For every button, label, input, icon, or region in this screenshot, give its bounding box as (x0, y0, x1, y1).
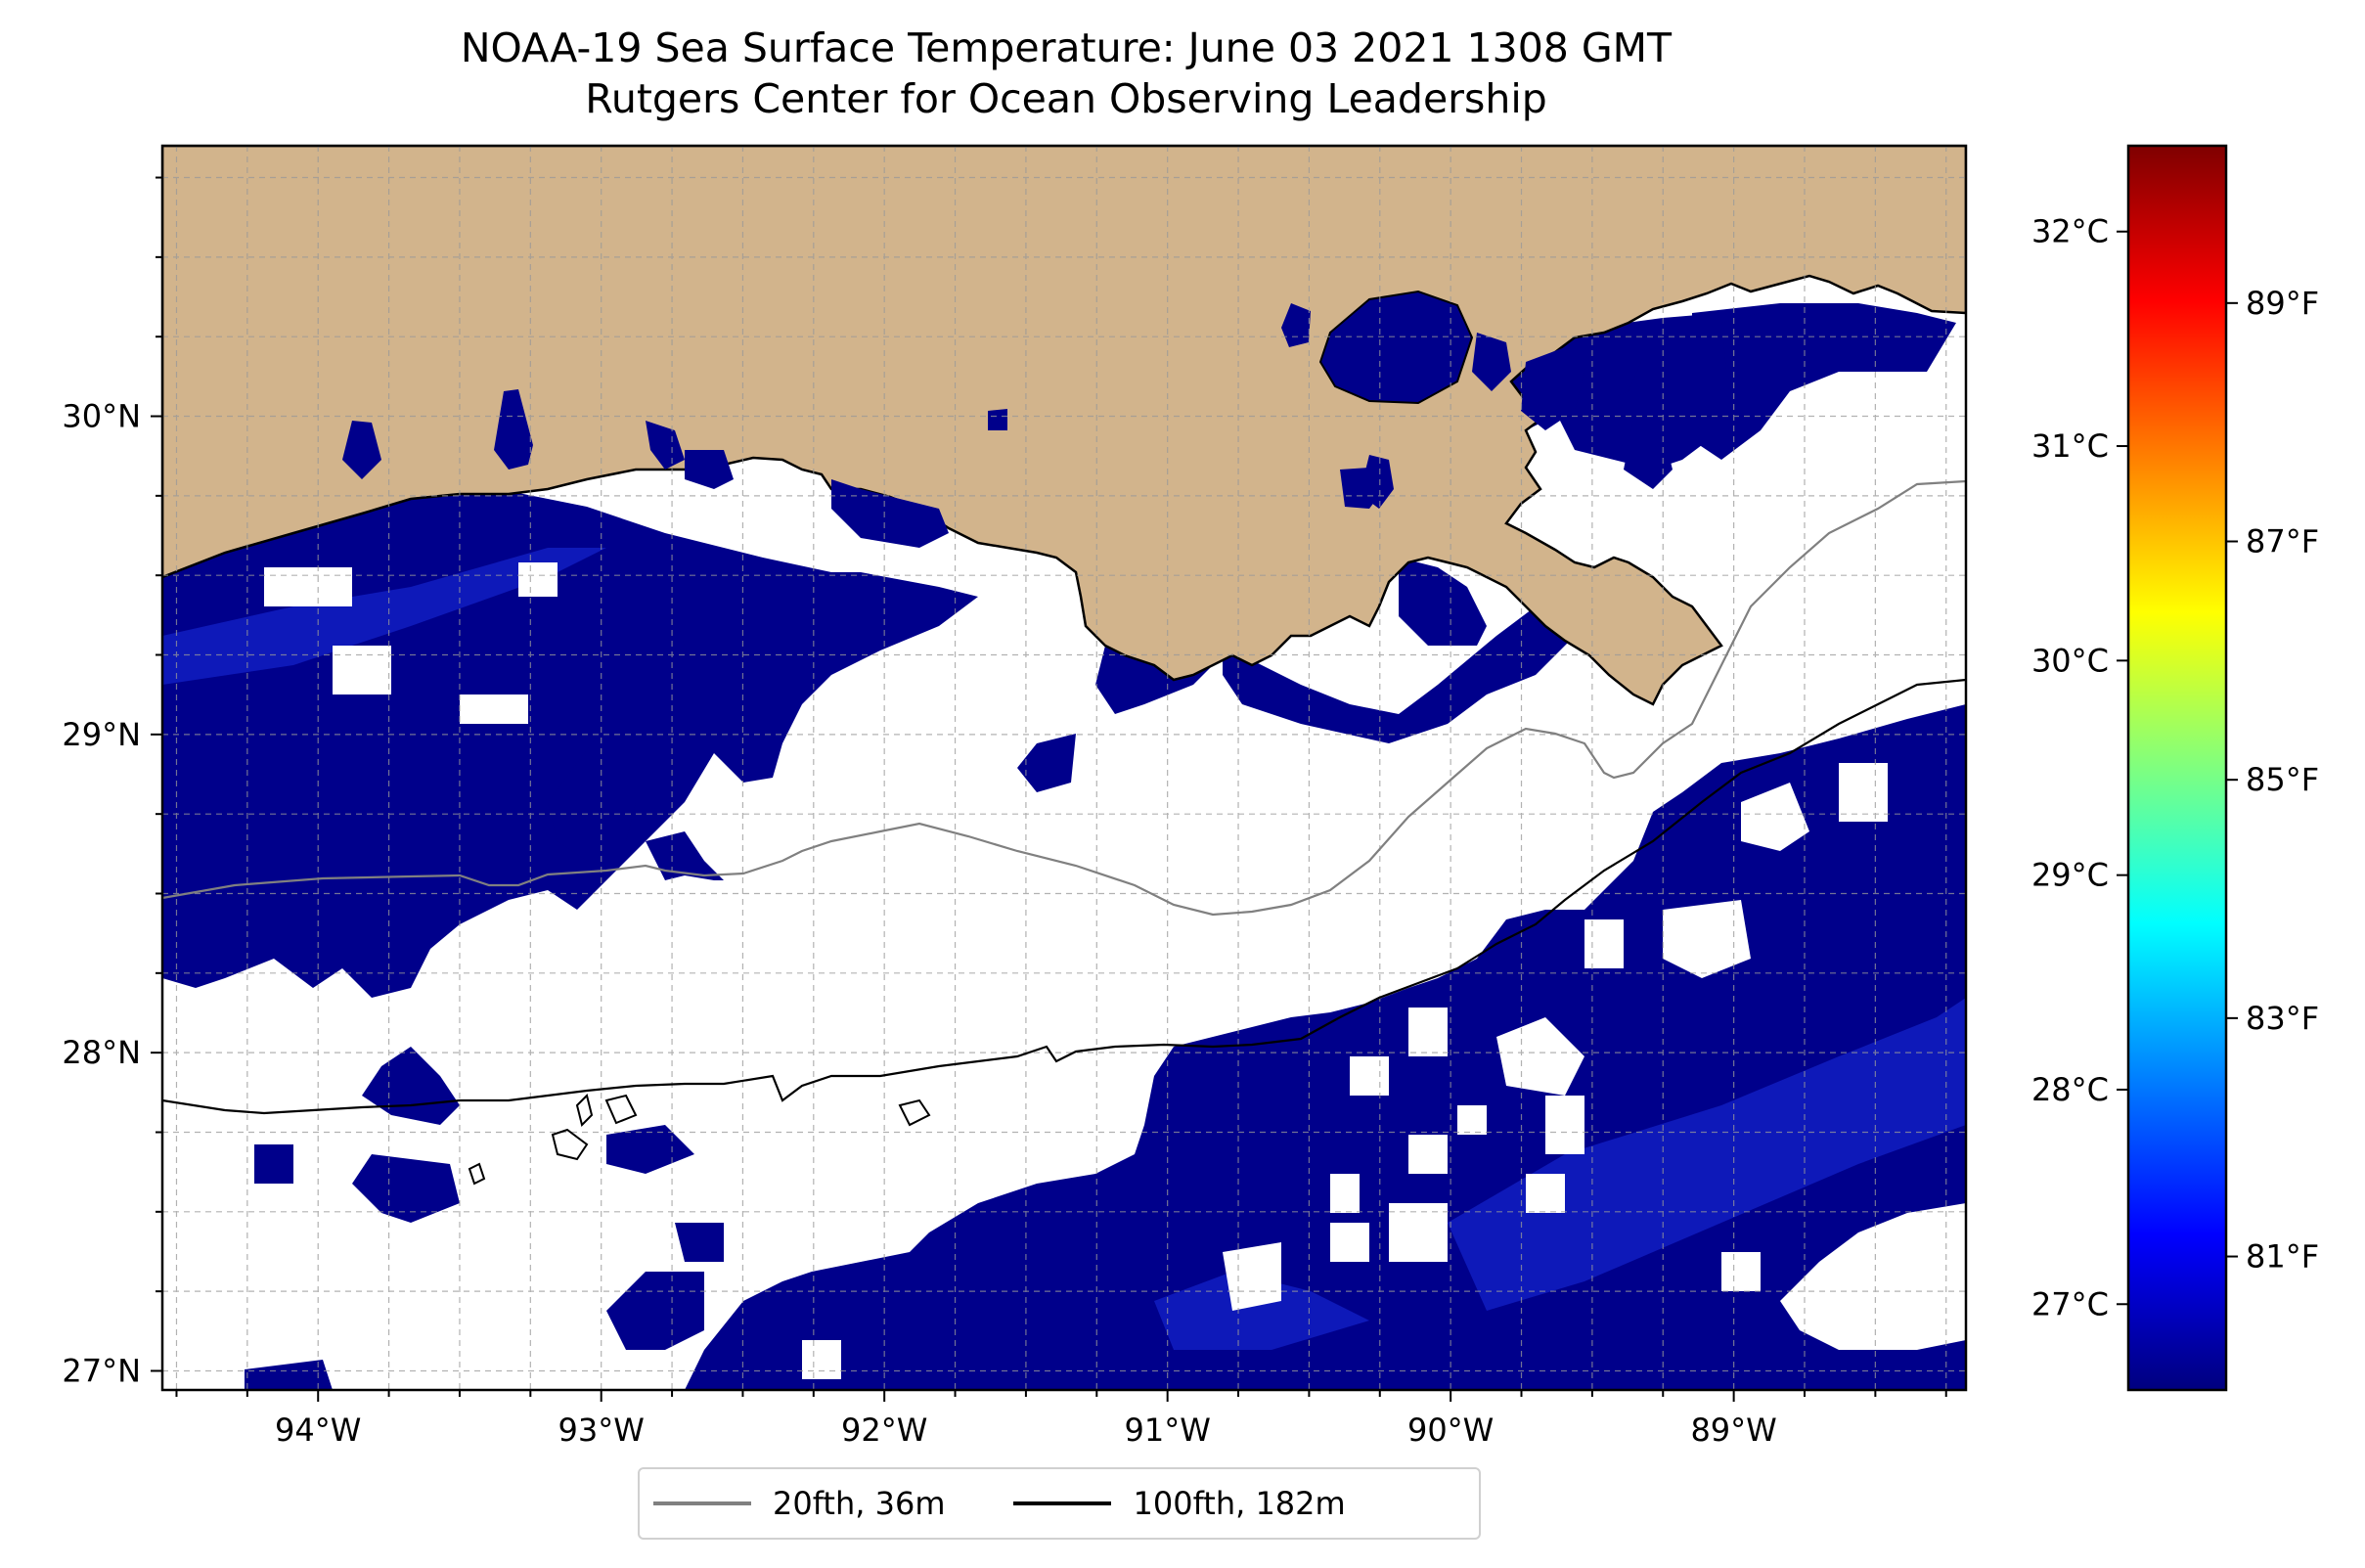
colorbar-fahrenheit-label: 87°F (2246, 523, 2319, 560)
colorbar-gradient (2126, 144, 2228, 1392)
inland-water-layer (342, 290, 1790, 548)
colorbar-celsius-label: 27°C (2031, 1285, 2109, 1322)
colorbar-celsius-label: 32°C (2031, 213, 2109, 250)
legend-item-100fth: 100fth, 182m (998, 1485, 1346, 1522)
colorbar-fahrenheit-axis: 81°F 83°F 85°F 87°F 89°F (2226, 285, 2319, 1276)
legend-item-20fth: 20fth, 36m (640, 1485, 945, 1522)
map-panel (162, 146, 1966, 1390)
colorbar-celsius-label: 29°C (2031, 857, 2109, 894)
map-frame (160, 144, 1968, 1392)
contour-20fth-line (162, 479, 1966, 917)
chart-title-line-2: Rutgers Center for Ocean Observing Leade… (585, 75, 1547, 122)
lon-tick-label: 90°W (1407, 1411, 1494, 1449)
legend: 20fth, 36m 100fth, 182m (638, 1467, 1481, 1540)
legend-swatch-100fth (1013, 1501, 1112, 1505)
chart-title-line-1: NOAA-19 Sea Surface Temperature: June 03… (460, 24, 1673, 71)
lat-tick-label: 27°N (62, 1352, 141, 1389)
lat-tick-label: 29°N (62, 716, 141, 753)
lat-tick-label: 28°N (62, 1034, 141, 1071)
lon-tick-label: 89°W (1690, 1411, 1776, 1449)
colorbar-celsius-label: 31°C (2031, 427, 2109, 465)
colorbar: 27°C 28°C 29°C 30°C 31°C 32°C 81°F 83°F 85°F 87°… (2031, 144, 2319, 1392)
lat-tick-label: 30°N (62, 398, 141, 435)
cloud-gaps-layer (264, 562, 1966, 1379)
colorbar-celsius-label: 30°C (2031, 642, 2109, 679)
colorbar-fahrenheit-label: 89°F (2246, 285, 2319, 322)
legend-label-20fth: 20fth, 36m (773, 1485, 946, 1522)
lon-tick-label: 91°W (1124, 1411, 1210, 1449)
colorbar-celsius-axis: 27°C 28°C 29°C 30°C 31°C 32°C (2031, 213, 2128, 1322)
colorbar-fahrenheit-label: 85°F (2246, 761, 2319, 798)
shoal-contours (468, 1094, 931, 1186)
contour-100fth-line (162, 678, 1966, 1115)
lon-tick-label: 92°W (841, 1411, 927, 1449)
map-gridlines (162, 146, 1966, 1390)
latitude-axis: 27°N 28°N 29°N 30°N (62, 176, 162, 1389)
lon-tick-label: 94°W (275, 1411, 361, 1449)
legend-label-100fth: 100fth, 182m (1133, 1485, 1346, 1522)
lon-tick-label: 93°W (558, 1411, 645, 1449)
colorbar-celsius-label: 28°C (2031, 1071, 2109, 1108)
colorbar-fahrenheit-label: 81°F (2246, 1238, 2319, 1276)
colorbar-fahrenheit-label: 83°F (2246, 1000, 2319, 1037)
longitude-axis: 94°W 93°W 92°W 91°W 90°W 89°W (175, 1390, 1947, 1449)
legend-swatch-20fth (653, 1501, 751, 1505)
land-area (162, 146, 1966, 706)
